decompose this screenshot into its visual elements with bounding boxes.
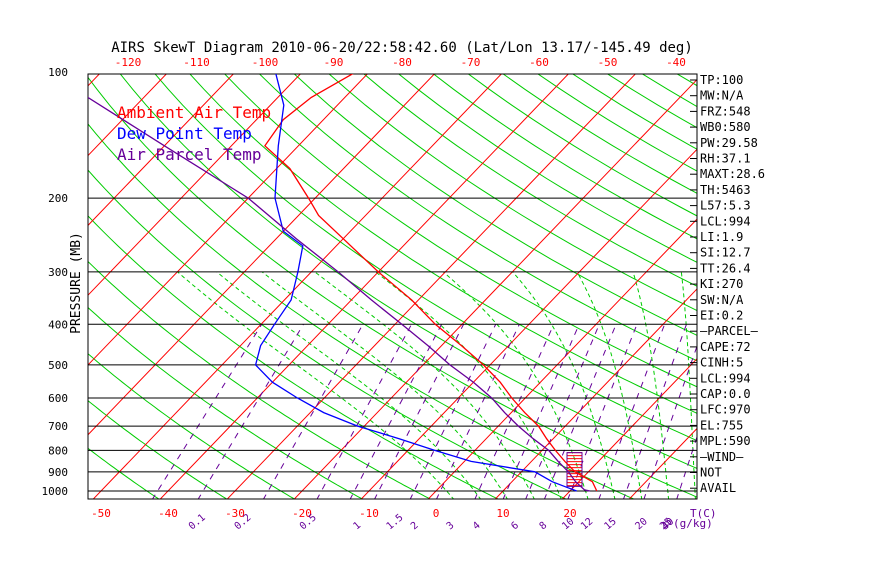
dry-adiabat	[813, 72, 870, 500]
moist-adiabat	[262, 272, 508, 500]
stats-item: FRZ:548	[700, 104, 751, 118]
moist-adiabat	[513, 272, 615, 500]
mixing-ratio-label: 8	[538, 520, 550, 532]
stats-item: MW:N/A	[700, 89, 744, 103]
stats-item: CAPE:72	[700, 340, 751, 354]
bottom-tick--10: -10	[359, 507, 379, 520]
top-tick--70: -70	[461, 56, 481, 69]
top-tick--80: -80	[392, 56, 412, 69]
top-tick--100: -100	[252, 56, 279, 69]
top-tick--90: -90	[324, 56, 344, 69]
legend-item: Ambient Air Temp	[117, 103, 271, 122]
mixing-ratio-line	[644, 324, 705, 500]
mixing-ratio-label: 2	[409, 520, 421, 532]
dry-adiabat	[223, 72, 870, 500]
series-dew-point-temp	[256, 72, 577, 491]
pressure-tick-700: 700	[48, 420, 68, 433]
pressure-tick-900: 900	[48, 466, 68, 479]
pressure-tick-500: 500	[48, 359, 68, 372]
isotherm	[0, 63, 110, 500]
pressure-tick-200: 200	[48, 192, 68, 205]
stats-item: CINH:5	[700, 356, 743, 370]
stats-item: LI:1.9	[700, 230, 743, 244]
pressure-tick-1000: 1000	[42, 485, 69, 498]
moist-adiabat	[315, 272, 535, 500]
legend-item: Air Parcel Temp	[117, 145, 262, 164]
pressure-tick-600: 600	[48, 392, 68, 405]
bottom-tick--50: -50	[91, 507, 111, 520]
stats-item: SW:N/A	[700, 293, 744, 307]
mixing-ratio-line	[436, 324, 519, 500]
stats-item: LCL:994	[700, 371, 751, 385]
bottom-tick-10: 10	[496, 507, 509, 520]
y-axis-label: PRESSURE (MB)	[69, 232, 84, 334]
mixing-ratio-label: 3	[445, 520, 457, 532]
stats-item: WB0:580	[700, 120, 751, 134]
stats-item: TP:100	[700, 73, 743, 87]
dry-adiabat	[466, 72, 870, 500]
mixing-ratio-line	[599, 324, 665, 500]
mixing-ratio-unit: (g/kg)	[673, 517, 713, 530]
mixing-ratio-label: 20	[633, 516, 649, 532]
mixing-ratio-label: 15	[602, 516, 618, 532]
stats-item: KI:270	[700, 277, 743, 291]
mixing-ratio-line	[525, 324, 599, 500]
dry-adiabat	[847, 72, 870, 500]
legend-item: Dew Point Temp	[117, 124, 252, 143]
isotherm	[0, 63, 43, 500]
dry-adiabat	[778, 72, 870, 500]
pressure-tick-100: 100	[48, 66, 68, 79]
top-temperature-tick-labels: -120 -110 -100 -90 -80 -70 -60 -50 -40	[115, 56, 686, 69]
pressure-tick-400: 400	[48, 318, 68, 331]
dry-adiabat	[362, 72, 870, 500]
mixing-ratio-label: 4	[471, 520, 483, 532]
stats-item: TT:26.4	[700, 261, 751, 275]
mixing-ratio-line	[198, 324, 304, 500]
top-tick--110: -110	[183, 56, 210, 69]
stats-item: —WIND—	[700, 450, 744, 464]
mixing-ratio-line	[374, 324, 463, 500]
stats-item: LFC:970	[700, 403, 751, 417]
top-tick--40: -40	[666, 56, 686, 69]
bottom-tick--40: -40	[158, 507, 178, 520]
stats-item: EL:755	[700, 418, 743, 432]
stats-item: MPL:590	[700, 434, 751, 448]
dry-adiabat	[743, 72, 870, 500]
dry-adiabat	[431, 72, 870, 500]
stats-item: TH:5463	[700, 183, 751, 197]
mixing-ratio-label: 1.5	[385, 512, 406, 532]
isotherm	[226, 63, 646, 500]
mixing-ratio-label: 12	[579, 516, 595, 532]
stats-item: PW:29.58	[700, 136, 758, 150]
pressure-tick-800: 800	[48, 444, 68, 457]
chart-title: AIRS SkewT Diagram 2010-06-20/22:58:42.6…	[111, 40, 693, 56]
stats-item: AVAIL	[700, 481, 736, 495]
isotherm	[427, 63, 847, 500]
legend: Ambient Air Temp Dew Point Temp Air Parcel…	[117, 103, 271, 164]
mixing-ratio-label: 0.1	[187, 512, 208, 532]
stats-item: MAXT:28.6	[700, 167, 765, 181]
mixing-ratio-label: 1	[351, 520, 363, 532]
pressure-tick-labels: 100 200 300 400 500 600 700 800 900 1000	[42, 66, 69, 498]
bottom-tick-0: 0	[433, 507, 440, 520]
moist-adiabat	[217, 272, 481, 500]
stats-item: LCL:994	[700, 214, 751, 228]
stats-item: NOT	[700, 466, 722, 480]
pressure-tick-300: 300	[48, 266, 68, 279]
top-tick--120: -120	[115, 56, 142, 69]
stats-item: EI:0.2	[700, 309, 743, 323]
top-tick--60: -60	[529, 56, 549, 69]
stats-item: —PARCEL—	[700, 324, 759, 338]
stats-item: RH:37.1	[700, 152, 751, 166]
stats-item: CAP:0.0	[700, 387, 751, 401]
top-tick--50: -50	[598, 56, 618, 69]
stats-item: L57:5.3	[700, 199, 751, 213]
mixing-ratio-label: 6	[509, 520, 521, 532]
stats-item: SI:12.7	[700, 246, 751, 260]
